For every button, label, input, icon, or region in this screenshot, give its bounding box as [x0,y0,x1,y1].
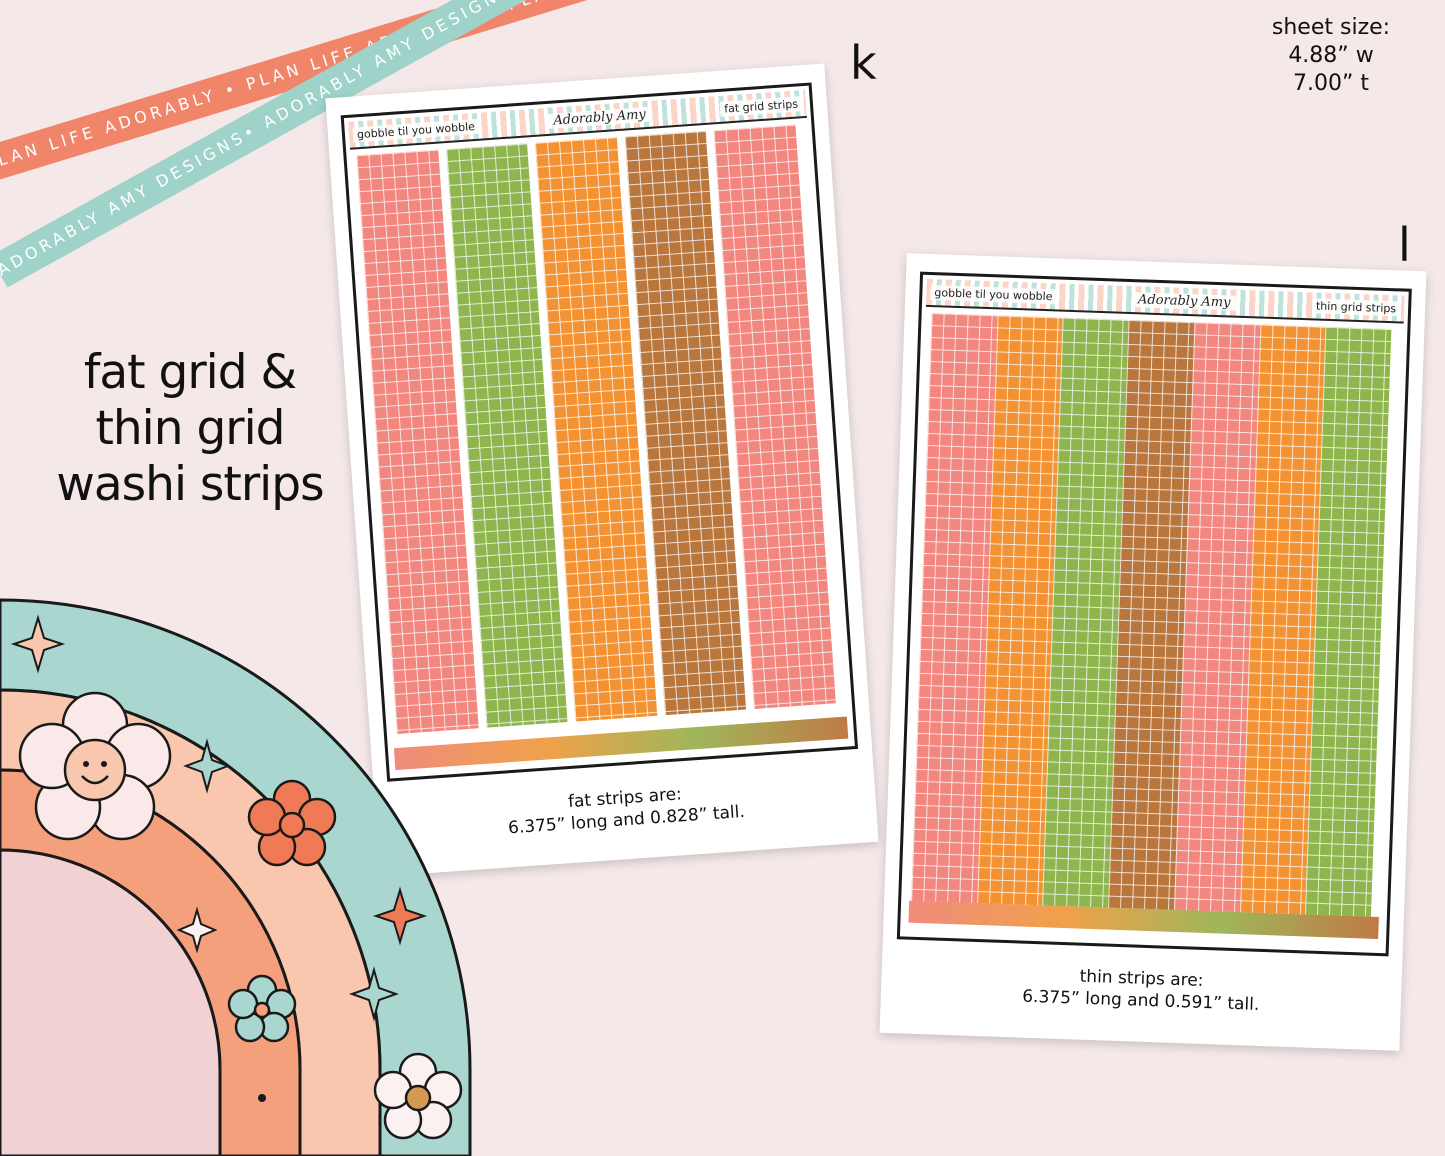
headline-line-2: thin grid [95,401,285,456]
sheet-fat-right-label: fat grid strips [719,95,803,117]
sheet-size-height: 7.00” t [1292,71,1369,96]
sheet-size-width: 4.88” w [1288,43,1374,68]
headline-line-1: fat grid & [83,345,297,400]
smiley-flower-icon [18,691,172,841]
sheet-letter-l: l [1398,218,1411,272]
adorably-amy-logo: Adorably Amy [1131,291,1237,311]
daisy-flower-icon [373,1052,463,1140]
sparkle-icon [10,614,66,674]
dot-icon [258,1094,266,1102]
sheet-size-info: sheet size: 4.88” w 7.00” t [1251,14,1411,98]
sheet-size-label: sheet size: [1271,15,1391,40]
product-headline: fat grid & thin grid washi strips [30,345,350,513]
headline-line-3: washi strips [56,457,324,512]
sheet-fat-left-label: gobble til you wobble [352,118,480,143]
sparkle-icon [183,738,231,794]
rainbow-decoration [0,598,472,1156]
sheet-letter-k: k [850,36,877,90]
sparkle-icon [348,966,400,1022]
coral-flower-icon [247,779,337,867]
sheet-thin-strips-border: gobble til you wobble Adorably Amy thin … [896,271,1412,957]
sparkle-icon [176,906,218,954]
adorably-amy-logo: Adorably Amy [546,106,653,129]
sheet-thin-caption: thin strips are: 6.375” long and 0.591” … [881,959,1402,1021]
sparkle-icon [372,886,428,946]
sheet-thin-left-label: gobble til you wobble [930,284,1057,304]
teal-flower-icon [227,974,297,1043]
sheet-thin-strips: gobble til you wobble Adorably Amy thin … [879,253,1427,1051]
rainbow-band-pink [0,848,222,1156]
sheet-thin-right-label: thin grid strips [1311,297,1401,316]
